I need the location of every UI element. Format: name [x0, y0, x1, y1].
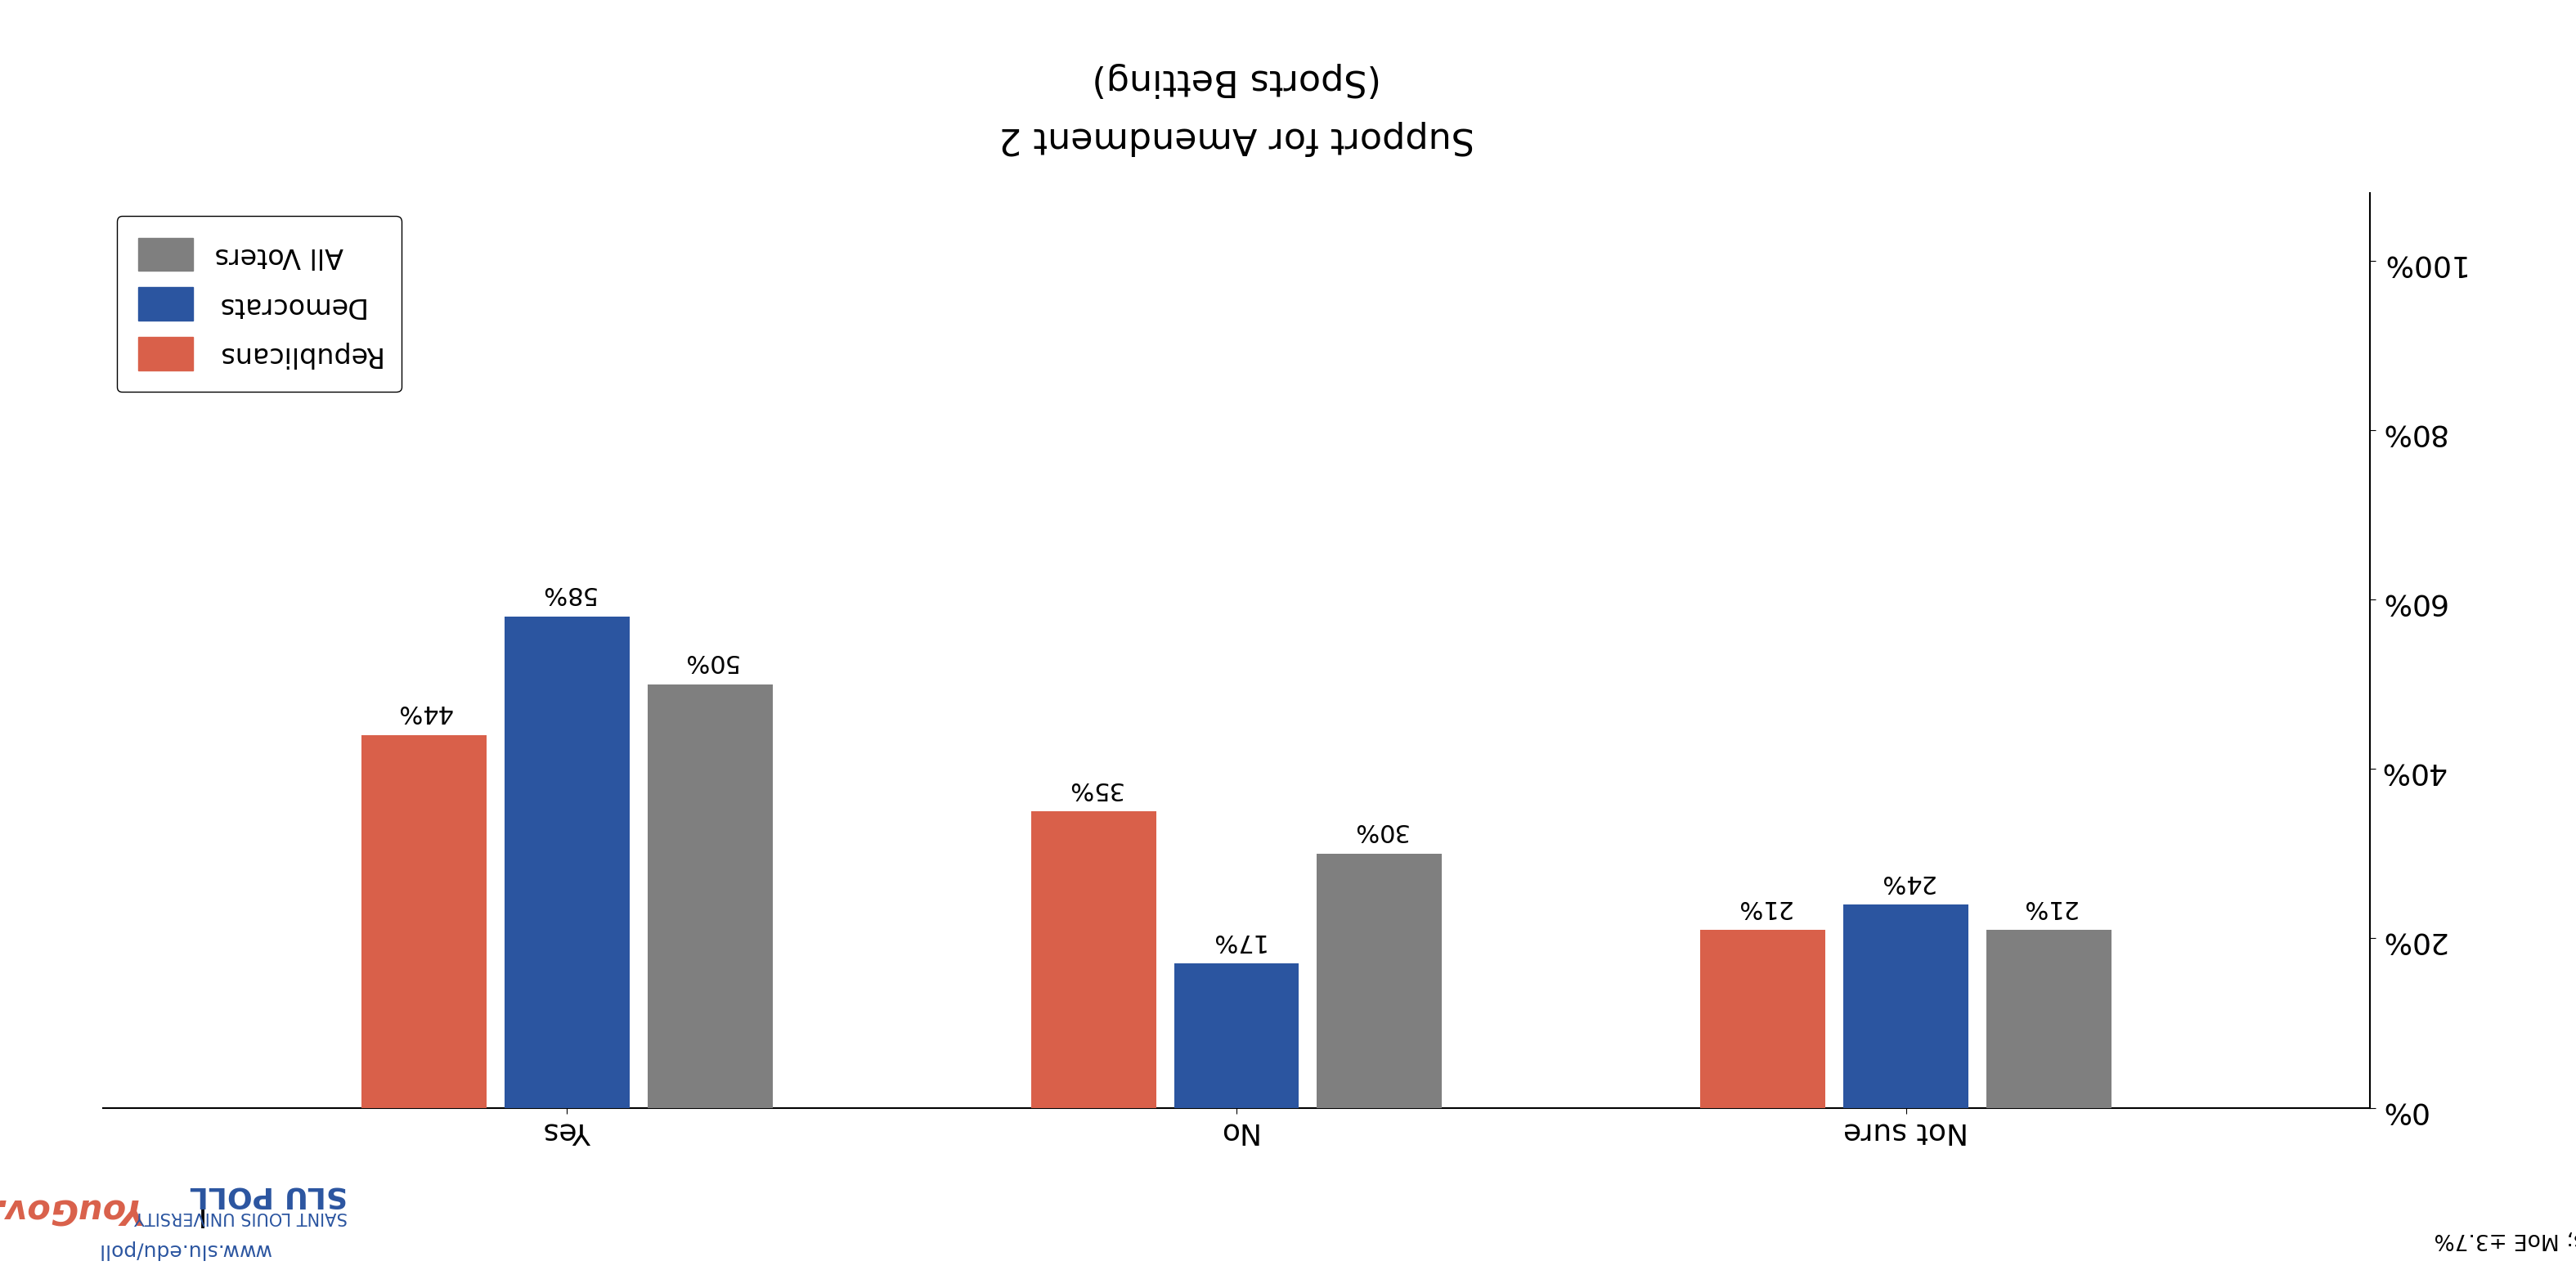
Text: 24%: 24%: [1878, 869, 1935, 894]
Text: 50%: 50%: [683, 649, 737, 674]
Text: |: |: [185, 1189, 201, 1227]
Text: 21%: 21%: [2022, 895, 2076, 918]
Text: 17%: 17%: [1208, 929, 1265, 953]
Bar: [1316, 854, 1443, 1108]
Text: SLU POLL: SLU POLL: [191, 1181, 348, 1209]
Text: August 8 to August 16, 2024; 900 Likely Missouri Voters; MoE ±3.7%: August 8 to August 16, 2024; 900 Likely …: [2434, 1229, 2576, 1249]
Text: 58%: 58%: [538, 582, 595, 605]
Bar: [1986, 930, 2112, 1108]
Text: SAINT LOUIS UNIVERSITY: SAINT LOUIS UNIVERSITY: [134, 1209, 348, 1225]
Bar: [1030, 811, 1157, 1108]
Legend: All Voters, Democrats, Republicans: All Voters, Democrats, Republicans: [116, 216, 402, 392]
Text: YouGov.: YouGov.: [0, 1191, 142, 1225]
Bar: [1700, 930, 1826, 1108]
Text: 21%: 21%: [1736, 895, 1790, 918]
Bar: [505, 617, 629, 1108]
Bar: [1175, 963, 1298, 1108]
Bar: [361, 735, 487, 1108]
Bar: [647, 684, 773, 1108]
Text: 35%: 35%: [1066, 777, 1121, 800]
Text: 44%: 44%: [397, 701, 451, 724]
Text: 30%: 30%: [1352, 819, 1406, 842]
Text: www.slu.edu/poll: www.slu.edu/poll: [98, 1239, 270, 1260]
Bar: [1844, 904, 1968, 1108]
Title: Support for Amendment 2
(Sports Betting): Support for Amendment 2 (Sports Betting): [999, 63, 1473, 155]
